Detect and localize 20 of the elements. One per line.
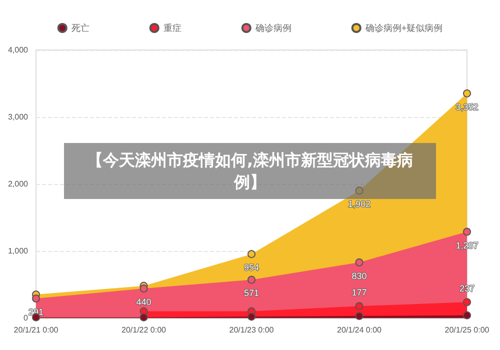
y-tick-label: 4,000 (8, 46, 29, 54)
data-label: 954 (244, 262, 260, 273)
x-tick-label: 20/1/22 0:00 (122, 326, 167, 334)
legend-label: 确诊病例 (254, 23, 292, 33)
data-label: 830 (352, 270, 367, 281)
data-label: 571 (244, 288, 260, 298)
data-label: 440 (136, 297, 152, 308)
x-tick-label: 20/1/24 0:00 (337, 326, 382, 334)
data-label: 177 (352, 288, 367, 298)
legend-label: 确诊病例+疑似病例 (364, 23, 443, 33)
data-label: 1,902 (348, 199, 371, 210)
legend-label: 死亡 (71, 23, 90, 33)
y-tick-label: 0 (24, 314, 29, 322)
y-tick-label: 2,000 (8, 180, 29, 188)
x-tick-label: 20/1/23 0:00 (229, 326, 274, 334)
y-tick-label: 1,000 (8, 246, 29, 256)
legend-label: 重症 (163, 23, 182, 33)
y-tick-label: 3,000 (8, 112, 29, 122)
x-tick-label: 20/1/25 0:00 (444, 326, 490, 334)
x-tick-label: 20/1/21 0:00 (14, 326, 59, 334)
